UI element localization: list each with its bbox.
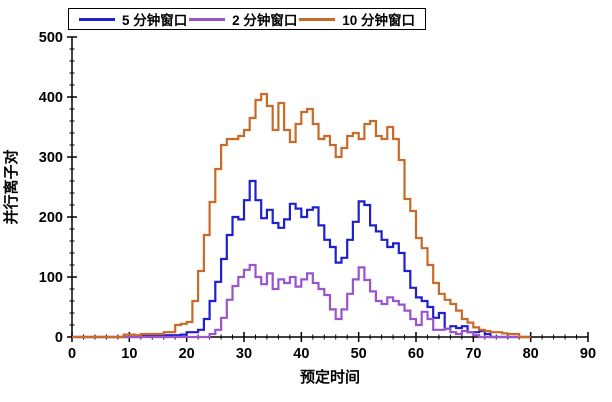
series-line-0 <box>72 179 531 339</box>
data-series <box>72 92 531 339</box>
legend-swatch-5min <box>79 17 115 21</box>
y-tick-label: 400 <box>39 90 63 106</box>
legend-item-5min: 5 分钟窗口 <box>79 9 187 29</box>
axis-ticks <box>67 36 589 342</box>
legend-label-2min: 2 分钟窗口 <box>232 13 298 28</box>
legend-label-10min: 10 分钟窗口 <box>342 13 415 28</box>
y-axis-title: 并行离子对 <box>2 149 20 224</box>
legend-box: 5 分钟窗口 2 分钟窗口 10 分钟窗口 <box>68 8 426 30</box>
x-tick-label: 60 <box>408 346 424 362</box>
x-tick-label: 30 <box>236 346 252 362</box>
x-tick-label: 40 <box>293 346 309 362</box>
x-tick-label: 70 <box>465 346 481 362</box>
legend-swatch-2min <box>189 17 226 21</box>
x-tick-label: 90 <box>580 346 596 362</box>
legend-swatch-10min <box>299 17 336 21</box>
y-tick-label: 100 <box>39 270 63 286</box>
axis-lines <box>71 37 588 338</box>
x-tick-label: 80 <box>523 346 539 362</box>
x-tick-label: 20 <box>179 346 195 362</box>
x-tick-label: 0 <box>68 346 76 362</box>
legend-item-2min: 2 分钟窗口 <box>189 9 297 29</box>
axis-tick-labels: 0 10 20 30 40 50 60 70 80 90 0 100 200 300 400 500 <box>39 30 596 362</box>
y-tick-label: 300 <box>39 150 63 166</box>
legend-label-5min: 5 分钟窗口 <box>122 13 188 28</box>
x-axis-title: 预定时间 <box>300 368 360 386</box>
x-tick-label: 50 <box>351 346 367 362</box>
legend-item-10min: 10 分钟窗口 <box>299 9 415 29</box>
series-line-2 <box>72 92 531 339</box>
x-tick-label: 10 <box>121 346 137 362</box>
y-tick-label: 0 <box>55 330 63 346</box>
y-tick-label: 200 <box>39 210 63 226</box>
series-line-1 <box>72 263 531 339</box>
y-tick-label: 500 <box>39 30 63 46</box>
